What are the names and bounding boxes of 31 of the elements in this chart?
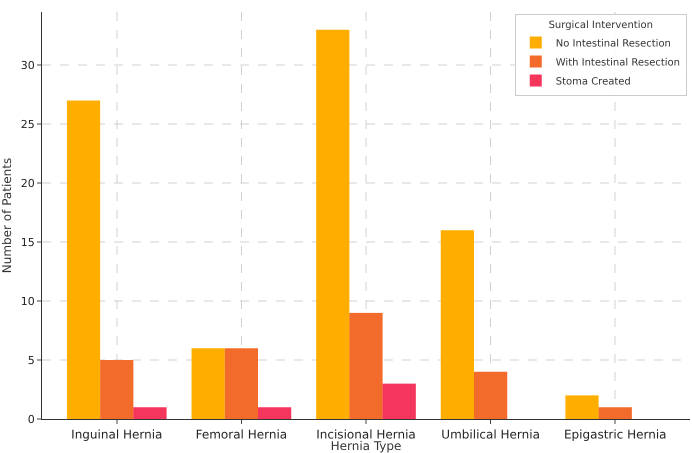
x-tick-label: Femoral Hernia — [196, 427, 288, 442]
legend-label: Stoma Created — [556, 76, 631, 88]
x-tick-label: Incisional Hernia — [316, 427, 416, 442]
y-tick-label: 15 — [20, 236, 35, 249]
y-axis-title: Number of Patients — [0, 158, 14, 274]
y-tick-label: 5 — [28, 354, 35, 367]
bar — [316, 30, 350, 419]
x-tick-label: Umbilical Hernia — [441, 427, 540, 442]
x-axis-title: Hernia Type — [330, 439, 402, 453]
bar — [192, 348, 225, 419]
x-tick-label: Epigastric Hernia — [564, 427, 667, 442]
y-tick-label: 20 — [20, 176, 35, 190]
x-tick-label: Inguinal Hernia — [71, 427, 162, 442]
bar — [224, 348, 258, 419]
bar — [133, 407, 167, 419]
y-tick-label: 0 — [28, 412, 35, 426]
bar — [440, 230, 474, 419]
legend-label: With Intestinal Resection — [556, 57, 680, 68]
legend-label: No Intestinal Resection — [556, 38, 671, 50]
y-tick-label: 10 — [20, 294, 35, 308]
bar — [565, 395, 599, 419]
bar — [66, 100, 100, 419]
bar — [258, 407, 292, 419]
legend-title: Surgical Intervention — [548, 20, 653, 32]
bar — [349, 312, 383, 419]
bar — [474, 372, 508, 419]
y-tick-label: 30 — [20, 58, 35, 72]
y-tick-label: 25 — [20, 118, 35, 131]
bar — [598, 407, 632, 419]
bar — [100, 360, 134, 419]
bar — [382, 384, 416, 419]
